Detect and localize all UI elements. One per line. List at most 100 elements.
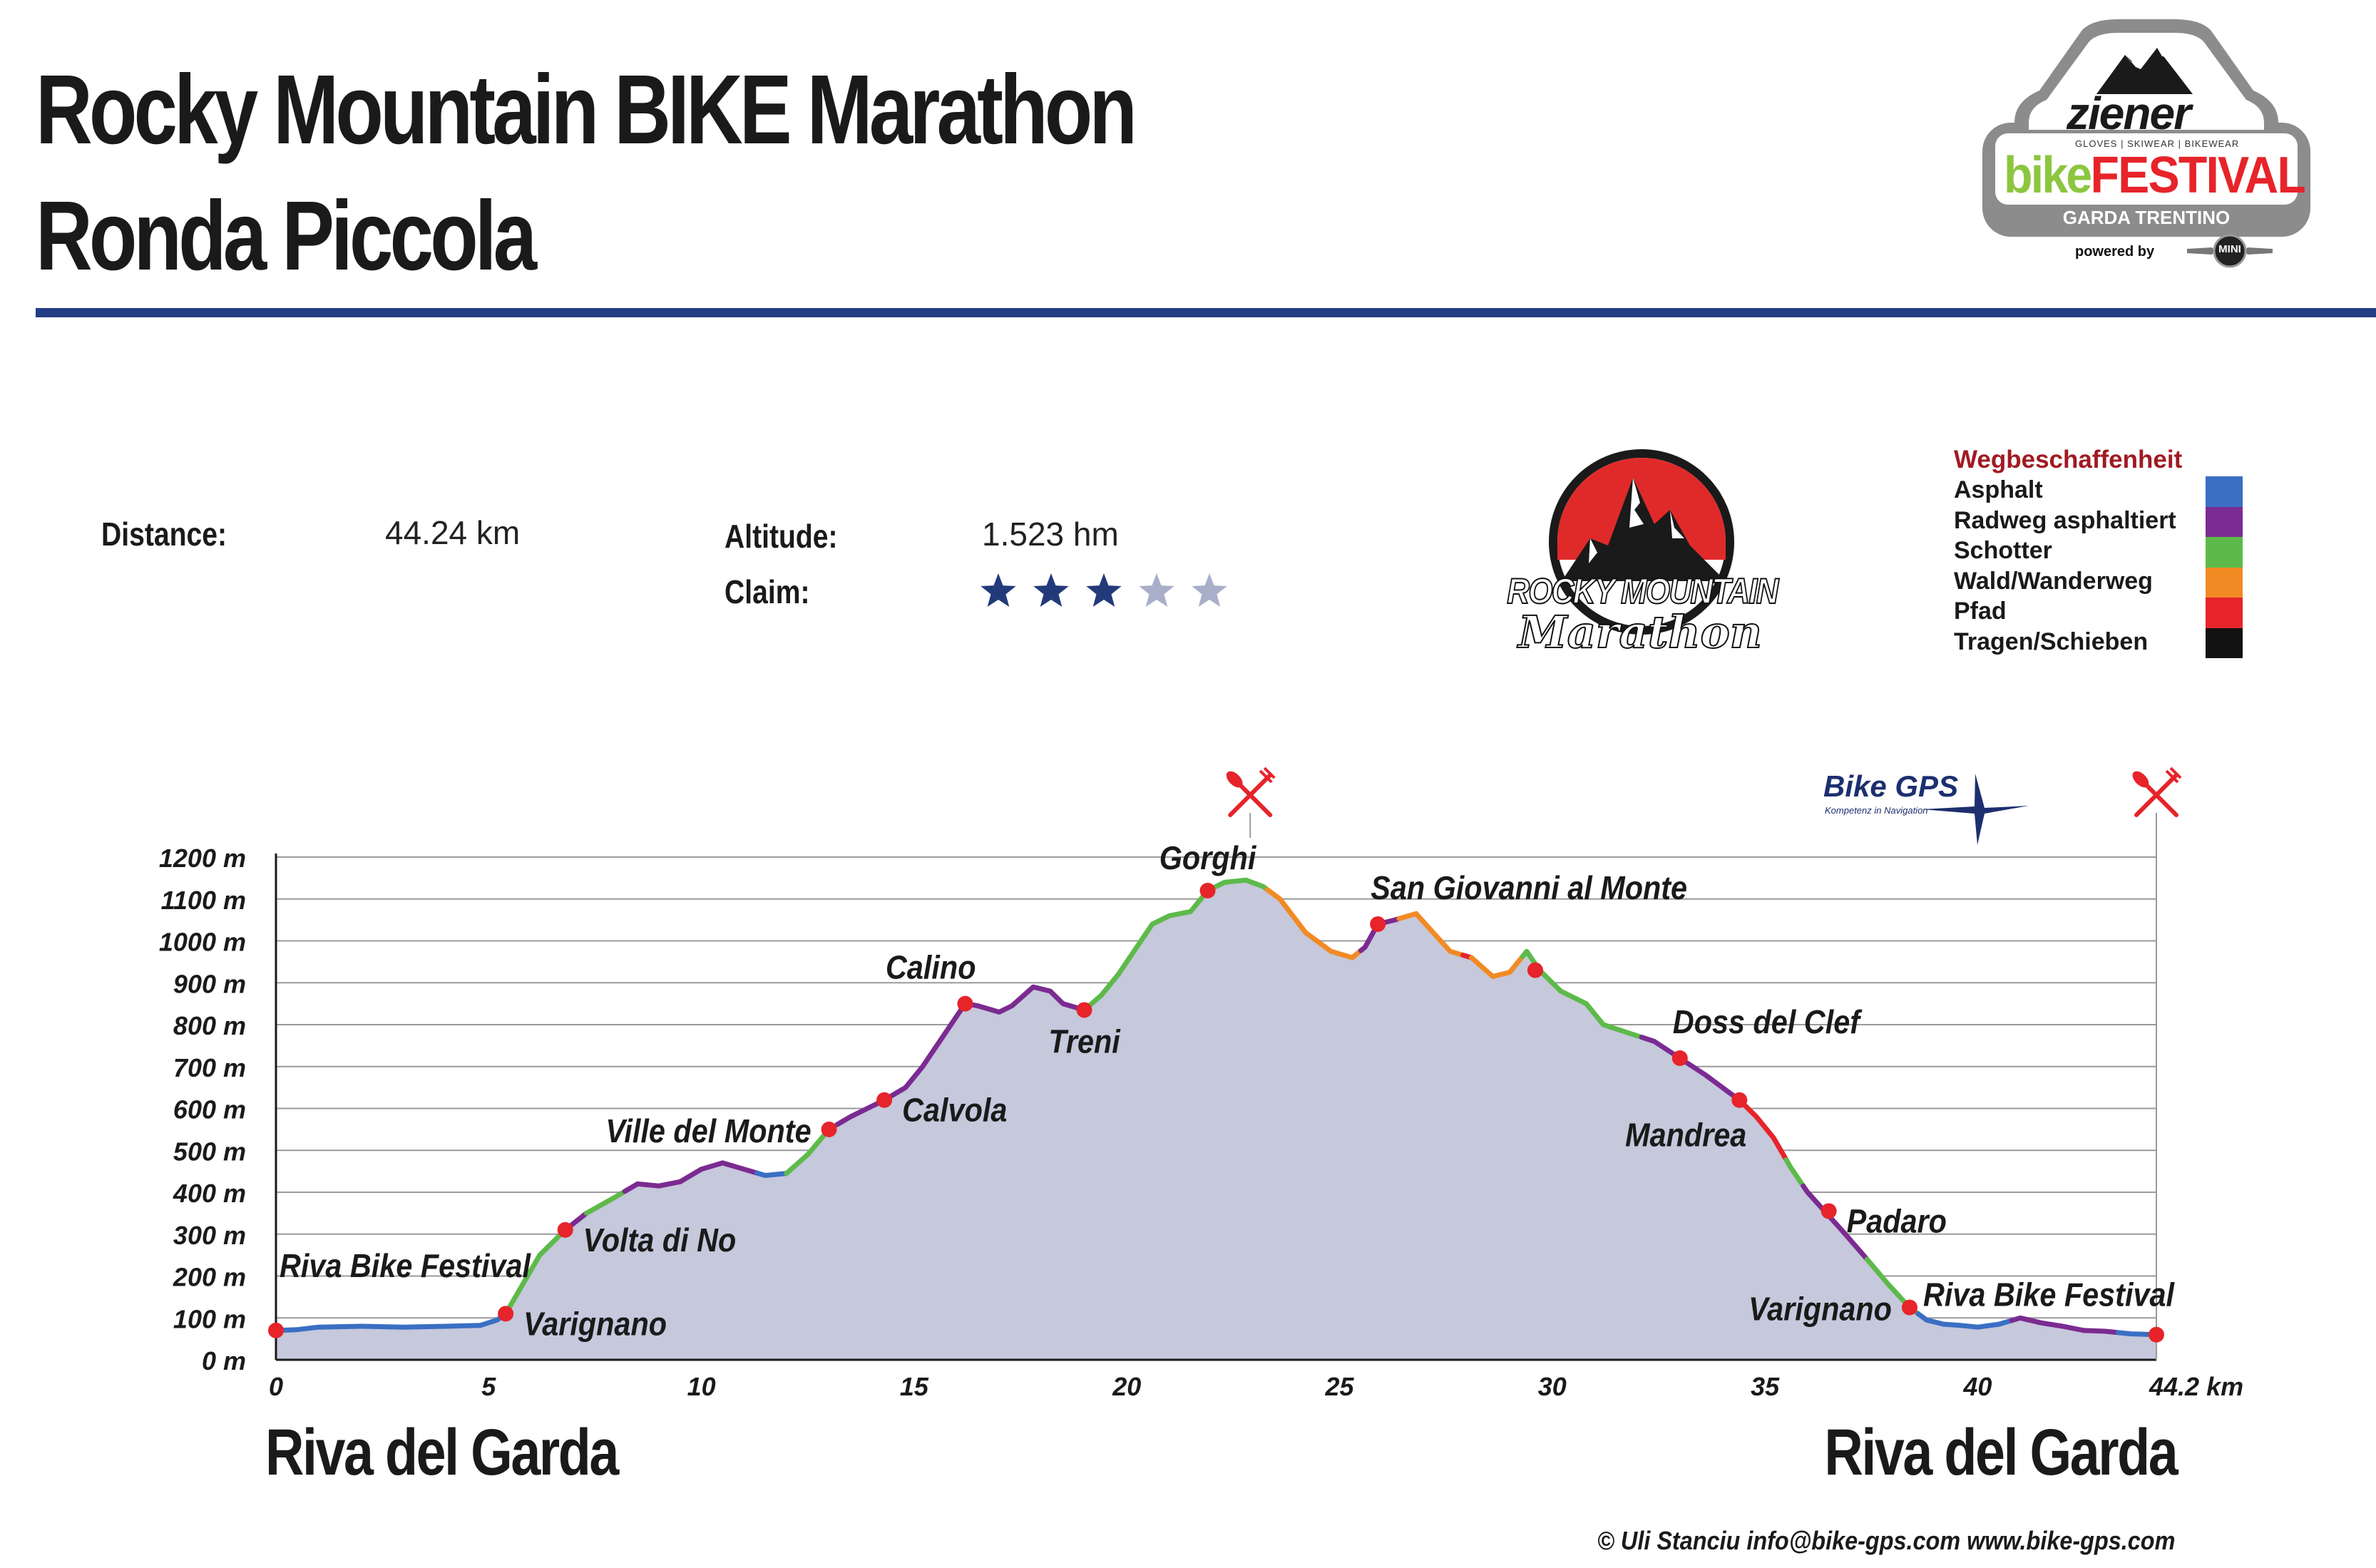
footer-credits: © Uli Stanciu info@bike-gps.com www.bike… [1597,1526,2175,1555]
y-tick-label: 900 m [173,969,246,998]
surface-segment [622,1160,759,1194]
waypoint-label: Calvola [902,1092,1007,1129]
waypoint-label: Riva Bike Festival [1923,1277,2175,1314]
x-tick-label: 0 [269,1372,283,1401]
legend-swatch [2206,567,2243,598]
waypoint-marker [876,1092,893,1108]
festival-bike-word: bike [2004,147,2092,204]
y-tick-label: 100 m [173,1304,246,1333]
surface-segment [1915,1311,2014,1330]
y-tick-label: 300 m [173,1221,246,1250]
y-tick-label: 200 m [173,1263,246,1292]
legend-swatch [2206,476,2243,507]
x-tick-label: 20 [1112,1372,1141,1401]
fork-knife-icon [1226,767,1276,817]
surface-segment [1086,877,1270,1009]
powered-by-label: powered by [2075,244,2155,260]
page-subtitle: Ronda Piccola [36,181,537,291]
waypoint-label: Varignano [523,1306,667,1343]
legend-item: Radweg asphaltiert [1954,506,2176,534]
legend-item: Schotter [1954,537,2052,564]
star-icon [1086,573,1122,607]
waypoint-label: Calino [886,950,976,987]
surface-segment [1736,1097,1789,1162]
legend-swatch [2206,506,2243,537]
surface-segment [1783,1157,1806,1189]
surface-segment [584,1189,628,1216]
y-tick-label: 1100 m [161,886,246,915]
x-tick-label: 35 [1751,1372,1780,1401]
waypoint-marker [1199,883,1216,898]
legend-swatch [2206,598,2243,628]
y-tick-label: 1200 m [159,844,246,873]
surface-segment [2009,1315,2121,1336]
end-place-label: Riva del Garda [1824,1416,2178,1489]
y-tick-label: 0 m [202,1346,246,1375]
star-icon [1139,573,1174,607]
waypoint-marker [957,995,973,1012]
star-icon [1192,573,1227,607]
surface-segment [1469,954,1525,979]
legend-item: Tragen/Schieben [1954,627,2149,655]
mini-badge-label: MINI [2218,243,2241,255]
y-tick-label: 700 m [173,1053,246,1082]
waypoint-label: Ville del Monte [605,1113,811,1150]
waypoint-marker [498,1306,514,1322]
ziener-wordmark: ziener [2067,88,2191,139]
bike-gps-name: Bike GPS [1823,769,1959,803]
waypoint-label: Mandrea [1625,1117,1746,1154]
legend-item: Wald/Wanderweg [1954,567,2153,595]
y-tick-label: 1000 m [159,928,246,957]
waypoint-marker [557,1221,573,1238]
bike-gps-logo: Bike GPS Kompetenz in Navigation [1822,767,2036,852]
waypoint-marker [2149,1326,2164,1343]
fork-knife-icon [2132,767,2182,817]
x-tick-label: 30 [1538,1372,1567,1401]
waypoint-marker [1671,1050,1688,1066]
y-tick-label: 800 m [173,1011,246,1040]
legend-item: Pfad [1954,598,2007,625]
y-tick-label: 500 m [173,1137,246,1166]
rocky-mountain-marathon-logo: ROCKY MOUNTAIN Marathon [1483,439,1797,681]
waypoint-label: Volta di No [583,1222,737,1259]
x-tick-label: 15 [900,1372,929,1401]
marathon-logo-line1: ROCKY MOUNTAIN [1506,570,1779,612]
waypoint-label: Doss del Clef [1673,1004,1863,1041]
bike-gps-tagline: Kompetenz in Navigation [1825,805,1928,816]
marathon-logo-line2: Marathon [1517,605,1763,659]
surface-segment [1264,887,1363,960]
legend-title: Wegbeschaffenheit [1954,446,2183,473]
elevation-area [276,880,2156,1360]
y-tick-label: 400 m [173,1179,246,1208]
x-tick-label: 5 [481,1372,496,1401]
legend-color-bar [2206,476,2243,658]
waypoint-marker [268,1322,284,1338]
surface-segment [273,1311,508,1333]
star-icon [980,573,1016,607]
waypoint-label: Padaro [1847,1203,1947,1240]
mini-logo: MINI [2183,233,2276,269]
legend-item: Asphalt [1954,476,2043,503]
waypoint-label: Varignano [1748,1291,1892,1328]
festival-festival-word: FESTIVAL [2090,147,2306,204]
garda-trentino-label: GARDA TRENTINO [2062,207,2231,228]
waypoint-marker [821,1121,837,1137]
waypoint-marker [1076,1002,1092,1018]
page-title: Rocky Mountain BIKE Marathon [36,55,1137,165]
title-divider [36,308,2376,317]
waypoint-marker [1821,1203,1837,1219]
waypoint-marker [1370,916,1386,932]
ziener-tagline: GLOVES | SKIWEAR | BIKEWEAR [2075,138,2240,149]
waypoint-label: Riva Bike Festival [280,1248,531,1285]
waypoint-label: Treni [1048,1023,1120,1060]
x-unit-label: 44.2 km [2149,1372,2243,1401]
distance-value: 44.24 km [385,514,521,551]
start-place-label: Riva del Garda [265,1416,619,1489]
claim-label: Claim: [724,573,810,610]
altitude-label: Altitude: [724,518,838,555]
surface-segment [754,1170,789,1178]
waypoint-marker [1731,1092,1748,1108]
surface-segment [1396,911,1465,958]
legend-swatch [2206,537,2243,568]
